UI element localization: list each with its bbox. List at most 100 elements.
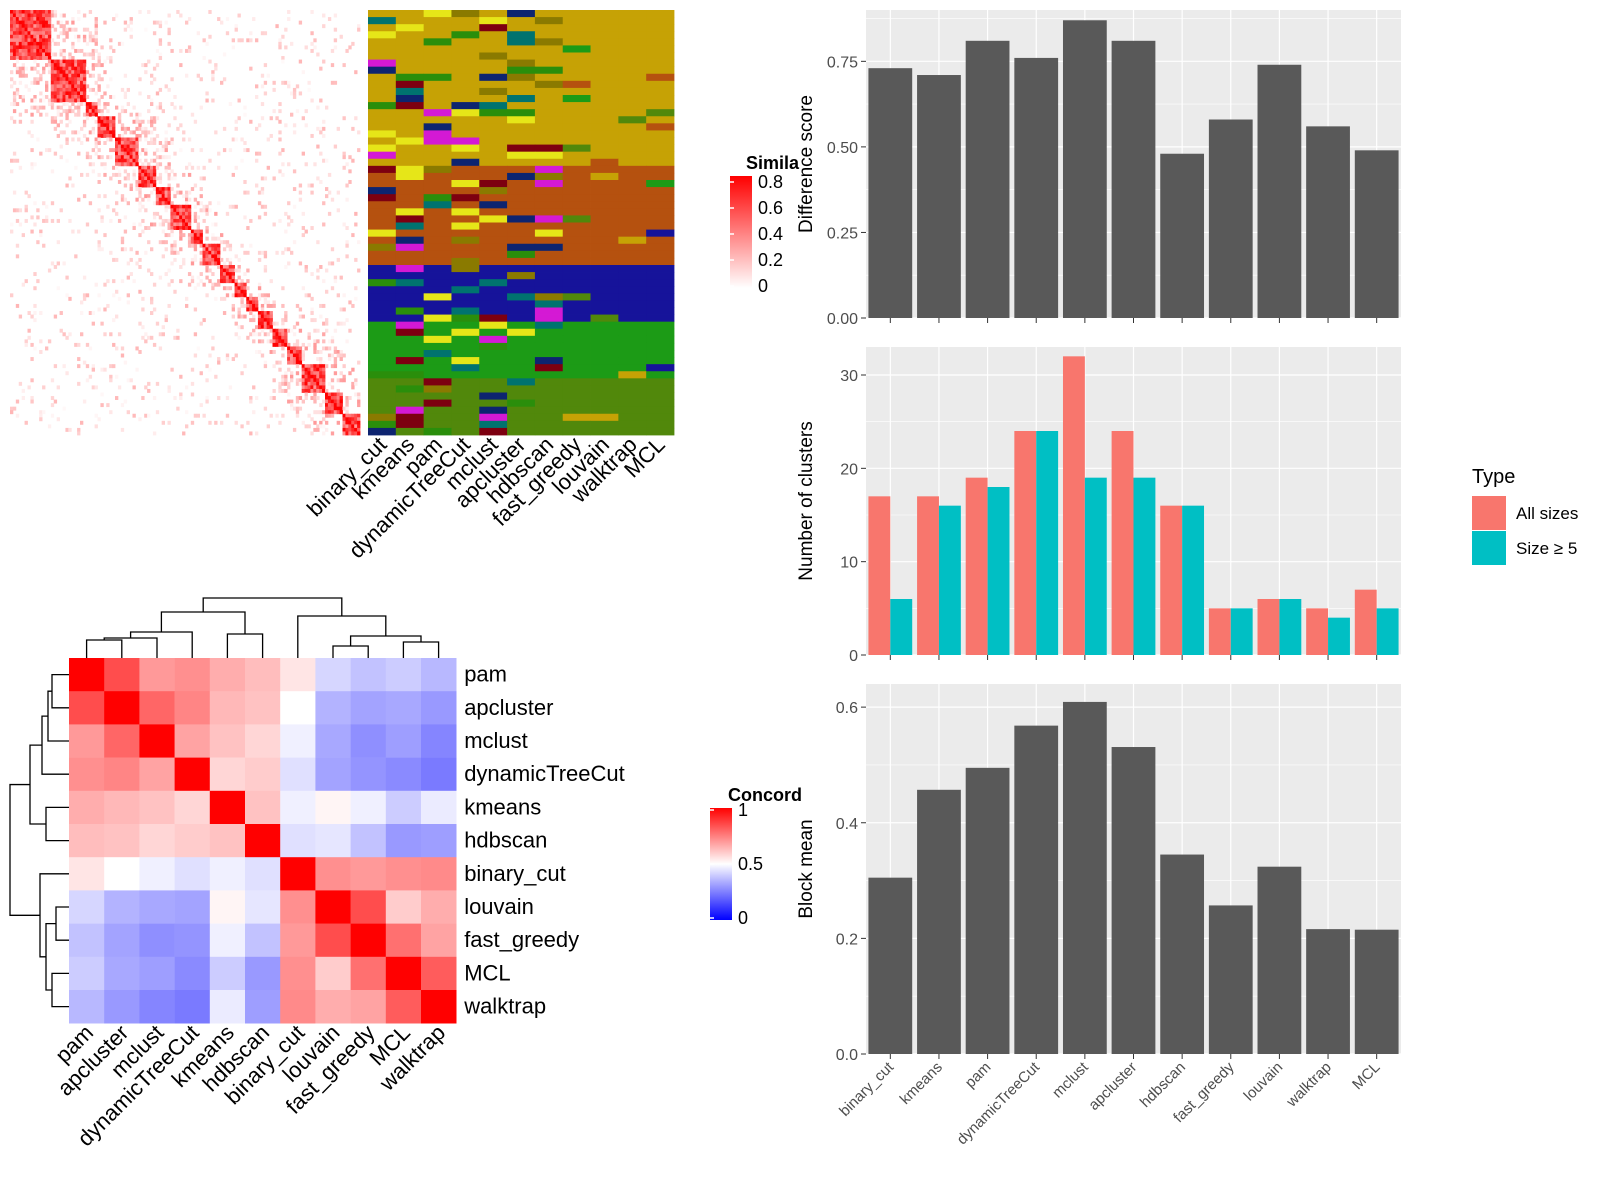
similarity-cell [190,392,195,397]
x-tick-label: apcluster [1085,1059,1140,1114]
similarity-cell [327,357,332,362]
similarity-cell [77,38,81,43]
similarity-cell [179,265,183,269]
similarity-cell [214,236,218,241]
similarity-cell [115,374,119,379]
similarity-cell [18,66,23,71]
similarity-cell [152,20,157,25]
similarity-cell [94,48,98,53]
concordance-cell [209,857,246,891]
similarity-cell [15,208,20,213]
similarity-cell [222,268,227,273]
similarity-cell [103,116,107,121]
similarity-cell [36,24,40,29]
cluster-cell [423,172,452,181]
similarity-cell [65,335,69,340]
similarity-cell [117,148,122,153]
cluster-cell [395,95,425,103]
cluster-cell [590,151,619,160]
similarity-cell [336,190,340,195]
cluster-cell [451,158,480,167]
similarity-cell [30,66,34,71]
similarity-cell [164,137,168,142]
similarity-cell [141,162,145,167]
similarity-cell [120,236,125,241]
similarity-cell [62,48,66,53]
similarity-cell [53,13,58,18]
similarity-cell [330,339,335,344]
x-tick-label: binary_cut [836,1058,898,1120]
similarity-cell [187,204,192,209]
similarity-cell [333,406,338,411]
similarity-cell [50,84,55,89]
similarity-cell [240,296,244,301]
cluster-cell [646,229,675,238]
similarity-cell [120,403,125,408]
similarity-cell [161,325,165,330]
similarity-cell [214,296,218,301]
similarity-cell [176,218,180,223]
similarity-cell [158,197,163,202]
concordance-cell [245,890,281,924]
cluster-cell [395,413,425,422]
cluster-cell [423,364,452,372]
y-tick-label: 0 [849,648,858,665]
similarity-cell [56,286,60,291]
similarity-cell [109,95,113,99]
cluster-cell [534,66,564,75]
similarity-cell [65,77,69,82]
similarity-cell [117,116,122,121]
cluster-cell [479,31,508,39]
similarity-cell [196,282,200,287]
similarity-cell [255,307,259,312]
similarity-cell [103,367,107,372]
similarity-cell [152,137,157,142]
cluster-cell [451,151,480,160]
similarity-cell [24,20,28,25]
cluster-cell [646,243,675,252]
similarity-cell [260,187,265,192]
similarity-cell [80,98,84,103]
similarity-cell [144,130,148,135]
concordance-cell [174,857,211,891]
similarity-cell [45,31,49,36]
cluster-cell [562,95,591,103]
similarity-cell [106,56,110,60]
similarity-cell [164,165,168,170]
similarity-cell [225,293,230,298]
bar [890,599,913,655]
similarity-cell [30,34,34,39]
similarity-cell [123,229,128,234]
similarity-cell [100,116,104,121]
concordance-cell [315,956,351,991]
similarity-cell [129,158,133,163]
similarity-cell [120,126,125,131]
similarity-cell [234,286,238,291]
cluster-cell [395,328,425,337]
similarity-cell [53,151,58,156]
concordance-cell [104,990,140,1024]
similarity-cell [182,222,186,227]
similarity-cell [132,162,136,167]
similarity-cell [65,183,69,188]
similarity-cell [39,350,43,354]
similarity-cell [47,31,52,36]
cluster-cell [507,335,536,344]
similarity-cell [330,403,335,408]
concordance-cell [245,790,281,825]
similarity-cell [187,272,192,277]
similarity-cell [88,346,93,351]
concordance-cell [245,923,281,958]
similarity-cell [129,34,133,39]
similarity-cell [269,339,273,344]
similarity-cell [193,197,198,202]
similarity-cell [50,52,55,57]
similarity-cell [342,374,346,379]
similarity-cell [100,109,104,114]
similarity-cell [342,364,346,369]
type-legend-title: Type [1472,466,1515,488]
similarity-cell [138,257,142,262]
similarity-cell [167,176,171,181]
cluster-cell [479,350,508,358]
cluster-cell [395,10,425,18]
